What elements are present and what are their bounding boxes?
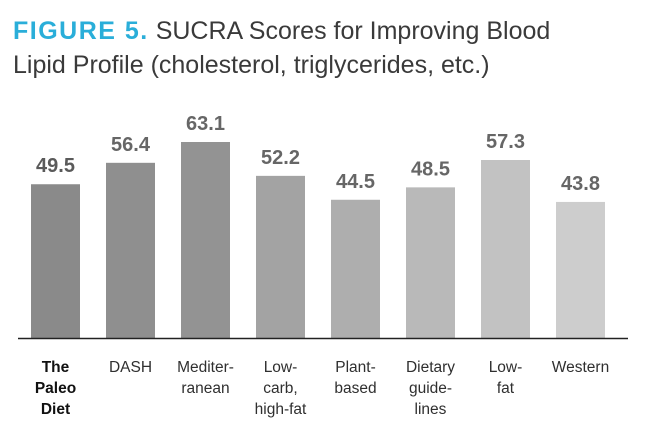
- bar-4: [256, 175, 305, 338]
- bar-2: [106, 162, 155, 338]
- category-label-2-line-1: DASH: [109, 359, 152, 376]
- figure-title-line2: Lipid Profile (cholesterol, triglyceride…: [13, 51, 490, 79]
- value-label-5: 44.5: [336, 171, 375, 193]
- category-label-1-line-2: Paleo: [35, 380, 76, 397]
- category-label-1-line-1: The: [42, 359, 70, 376]
- category-label-4-line-1: Low-: [264, 359, 298, 376]
- category-label-4-line-2: carb,: [263, 380, 297, 397]
- category-label-1-line-3: Diet: [41, 401, 70, 418]
- value-label-8: 43.8: [561, 173, 600, 195]
- value-label-3: 63.1: [186, 113, 225, 135]
- category-label-7-line-1: Low-: [489, 359, 523, 376]
- category-label-3-line-2: ranean: [181, 380, 229, 397]
- category-label-6-line-1: Dietary: [406, 359, 455, 376]
- category-label-6-line-2: guide-: [409, 380, 452, 397]
- category-label-8-line-1: Western: [552, 359, 609, 376]
- figure-title-line1: SUCRA Scores for Improving Blood: [155, 17, 551, 45]
- bar-1: [31, 184, 80, 338]
- bar-8: [556, 201, 605, 338]
- bar-5: [331, 199, 380, 338]
- category-label-6-line-3: lines: [415, 401, 447, 418]
- category-label-7-line-2: fat: [497, 380, 515, 397]
- value-label-2: 56.4: [111, 134, 151, 156]
- category-label-4-line-3: high-fat: [255, 401, 307, 418]
- bar-3: [181, 142, 230, 338]
- category-label-5-line-2: based: [334, 380, 376, 397]
- bar-7: [481, 160, 530, 338]
- value-label-1: 49.5: [36, 155, 75, 177]
- value-label-4: 52.2: [261, 147, 300, 169]
- category-label-5-line-1: Plant-: [335, 359, 376, 376]
- figure-title: FIGURE 5. SUCRA Scores for Improving Blo…: [13, 14, 633, 82]
- figure-label: FIGURE 5.: [13, 17, 149, 45]
- category-label-3-line-1: Mediter-: [177, 359, 234, 376]
- value-label-6: 48.5: [411, 158, 450, 180]
- bar-6: [406, 187, 455, 338]
- value-label-7: 57.3: [486, 131, 525, 153]
